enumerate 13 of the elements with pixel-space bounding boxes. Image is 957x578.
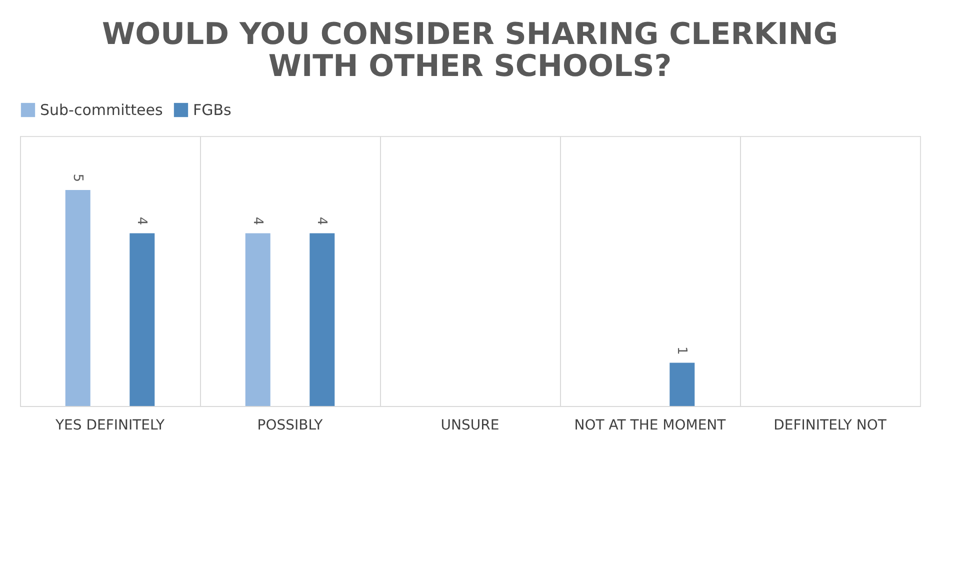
x-tick-label: NOT AT THE MOMENT <box>574 418 726 434</box>
data-label: 4 <box>314 216 330 226</box>
chart-title: WOULD YOU CONSIDER SHARING CLERKING WITH OTHER SCHOOLS? <box>102 17 838 84</box>
data-label: 5 <box>70 174 85 182</box>
legend-label: FGBs <box>193 101 232 119</box>
data-label: 4 <box>250 216 265 226</box>
legend-label: Sub-committees <box>40 101 163 119</box>
x-tick-label: POSSIBLY <box>257 418 324 434</box>
x-tick-label: DEFINITELY NOT <box>774 418 887 434</box>
x-tick-label: UNSURE <box>440 418 500 434</box>
data-label: 1 <box>674 346 690 355</box>
data-label: 4 <box>134 216 150 226</box>
x-tick-label: YES DEFINITELY <box>54 418 165 434</box>
